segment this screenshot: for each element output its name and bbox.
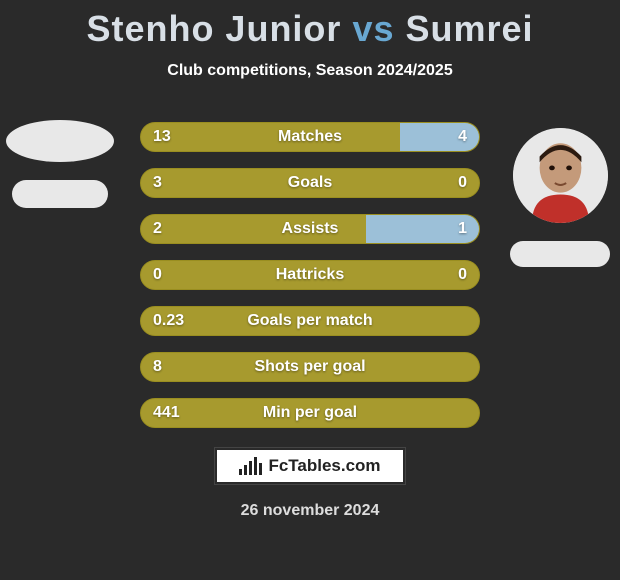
player-b-name: Sumrei [406, 8, 534, 49]
stat-label: Min per goal [141, 404, 479, 422]
stat-right-value: 0 [458, 174, 467, 192]
stat-left-value: 3 [153, 174, 162, 192]
stat-bar: 8Shots per goal [140, 352, 480, 382]
player-b-avatar-col [505, 128, 615, 267]
stat-left-value: 441 [153, 404, 180, 422]
player-a-club-pill [12, 180, 108, 208]
stat-left-value: 8 [153, 358, 162, 376]
player-b-avatar [513, 128, 608, 223]
stat-left-value: 0 [153, 266, 162, 284]
stat-label: Goals per match [141, 312, 479, 330]
footer-date: 26 november 2024 [0, 502, 620, 520]
stat-left-value: 0.23 [153, 312, 184, 330]
player-a-avatar [6, 120, 114, 162]
stat-bar: 3 0Goals [140, 168, 480, 198]
stat-label: Goals [141, 174, 479, 192]
stat-bar: 0.23Goals per match [140, 306, 480, 336]
stat-bar: 0 0Hattricks [140, 260, 480, 290]
logo-text: FcTables.com [268, 456, 380, 476]
subtitle: Club competitions, Season 2024/2025 [0, 62, 620, 80]
fctables-logo: FcTables.com [215, 448, 405, 484]
stat-right-value: 0 [458, 266, 467, 284]
stat-bar: 21Assists [140, 214, 480, 244]
stat-left-value: 2 [153, 220, 162, 238]
stat-bar-right-seg [366, 215, 479, 243]
logo-bars-icon [239, 457, 262, 475]
stat-bar-right-seg [400, 123, 479, 151]
stats-bars: 134Matches30Goals21Assists00Hattricks0.2… [140, 122, 480, 428]
stat-label: Hattricks [141, 266, 479, 284]
player-b-face-icon [513, 128, 608, 223]
stat-bar: 134Matches [140, 122, 480, 152]
comparison-title: Stenho Junior vs Sumrei [0, 8, 620, 50]
player-a-avatar-col [5, 120, 115, 208]
player-b-club-pill [510, 241, 610, 267]
stat-left-value: 13 [153, 128, 171, 146]
player-a-name: Stenho Junior [86, 8, 341, 49]
stat-label: Shots per goal [141, 358, 479, 376]
stat-bar: 441Min per goal [140, 398, 480, 428]
vs-label: vs [352, 8, 394, 49]
